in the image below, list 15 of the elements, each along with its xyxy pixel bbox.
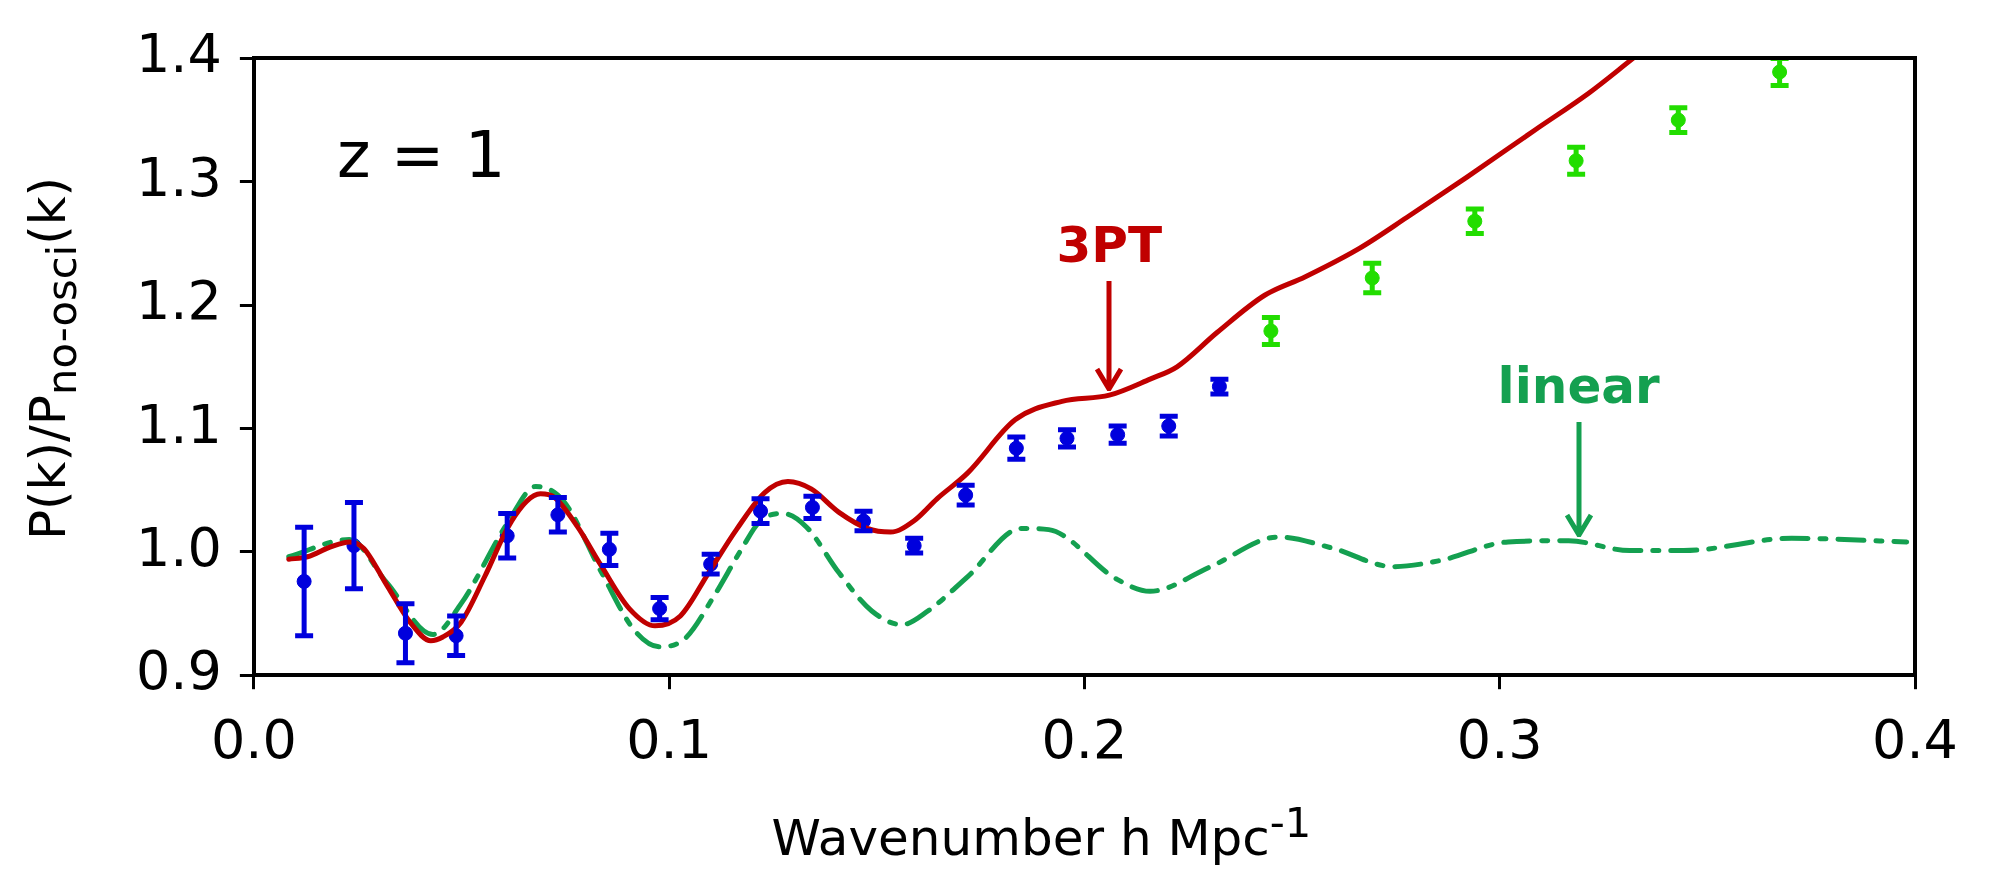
y-tick-label: 1.0	[135, 515, 222, 579]
x-tick-label: 0.1	[626, 707, 713, 771]
x-tick-label: 0.0	[210, 707, 297, 771]
y-tick-label: 1.2	[135, 269, 222, 333]
y-tick-label: 1.1	[135, 392, 222, 456]
annotation: 3PT	[1056, 216, 1163, 275]
y-tick-label: 0.9	[135, 639, 222, 703]
x-tick-label: 0.4	[1872, 707, 1958, 771]
annotation: linear	[1497, 356, 1660, 415]
x-tick-label: 0.2	[1041, 707, 1128, 771]
x-tick-label: 0.3	[1456, 707, 1543, 771]
y-tick-label: 1.4	[135, 22, 222, 86]
y-tick-label: 1.3	[135, 145, 222, 209]
x-axis-title: Wavenumber h Mpc$^{-1}$	[770, 798, 1313, 867]
annotation: z = 1	[336, 118, 506, 193]
